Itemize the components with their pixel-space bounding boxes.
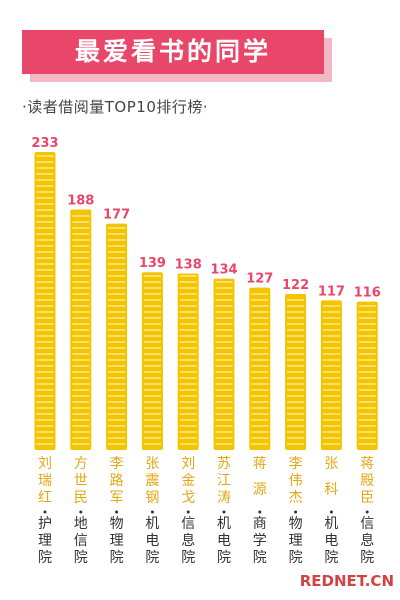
college-name-4: 院 — [145, 550, 159, 566]
student-name-5: 戈 — [181, 490, 195, 506]
college-name-8: 理 — [289, 533, 303, 549]
student-name-2: 民 — [74, 490, 88, 506]
separator-dot — [43, 510, 47, 514]
college-name-4: 机 — [145, 516, 159, 532]
college-name-1: 护 — [38, 516, 52, 532]
college-name-2: 地 — [74, 516, 88, 532]
student-name-7: 源 — [253, 482, 267, 498]
bar-1 — [34, 152, 56, 450]
college-name-9: 机 — [324, 516, 338, 532]
bar-10 — [356, 301, 378, 450]
chart-subtitle: ·读者借阅量TOP10排行榜· — [22, 98, 209, 116]
separator-dot — [365, 510, 369, 514]
college-name-10: 息 — [360, 532, 374, 549]
student-name-3: 路 — [110, 473, 124, 489]
value-label-3: 177 — [103, 208, 130, 223]
college-name-3: 物 — [110, 516, 124, 532]
separator-dot — [258, 510, 262, 514]
college-name-5: 院 — [181, 550, 195, 566]
separator-dot — [294, 510, 298, 514]
value-label-6: 134 — [210, 263, 237, 278]
student-name-5: 刘 — [181, 456, 195, 472]
college-name-9: 电 — [324, 533, 338, 549]
student-name-1: 瑞 — [38, 473, 52, 489]
college-name-2: 信 — [74, 533, 88, 549]
separator-dot — [115, 510, 119, 514]
student-name-4: 张 — [145, 456, 159, 472]
college-name-10: 信 — [360, 516, 374, 532]
value-label-4: 139 — [139, 256, 166, 271]
student-name-6: 苏 — [217, 456, 231, 472]
college-name-6: 电 — [217, 533, 231, 549]
bar-7 — [249, 287, 271, 450]
student-name-7: 蒋 — [253, 456, 267, 472]
student-name-3: 李 — [110, 456, 124, 472]
college-name-2: 院 — [74, 550, 88, 566]
value-label-2: 188 — [67, 194, 94, 209]
college-name-8: 物 — [289, 516, 303, 532]
college-name-8: 院 — [289, 550, 303, 566]
college-name-7: 学 — [253, 533, 267, 549]
college-name-10: 院 — [360, 550, 374, 566]
value-label-7: 127 — [246, 272, 273, 287]
value-label-5: 138 — [175, 258, 202, 273]
college-name-3: 理 — [110, 533, 124, 549]
college-name-1: 理 — [38, 533, 52, 549]
student-name-10: 殿 — [360, 473, 374, 489]
separator-dot — [79, 510, 83, 514]
bar-4 — [141, 272, 163, 450]
separator-dot — [329, 510, 333, 514]
value-label-10: 116 — [354, 286, 381, 301]
college-name-3: 院 — [110, 550, 124, 566]
value-label-8: 122 — [282, 278, 309, 293]
value-label-1: 233 — [31, 136, 58, 151]
page-title: 最爱看书的同学 — [74, 37, 271, 66]
student-name-10: 蒋 — [360, 456, 374, 472]
separator-dot — [222, 510, 226, 514]
student-name-2: 方 — [74, 456, 88, 472]
college-name-7: 院 — [253, 550, 267, 566]
student-name-1: 刘 — [38, 456, 52, 472]
college-name-1: 院 — [38, 550, 52, 566]
student-name-3: 军 — [110, 490, 124, 506]
college-name-7: 商 — [253, 516, 267, 532]
separator-dot — [186, 510, 190, 514]
title-banner — [22, 30, 324, 74]
student-name-8: 李 — [289, 456, 303, 472]
student-name-8: 伟 — [289, 473, 303, 489]
college-name-6: 机 — [217, 516, 231, 532]
college-name-4: 电 — [145, 533, 159, 549]
student-name-8: 杰 — [289, 490, 303, 506]
bar-6 — [213, 278, 235, 450]
college-name-5: 信 — [181, 516, 195, 532]
college-name-5: 息 — [181, 532, 195, 549]
student-name-9: 张 — [324, 456, 338, 472]
bar-3 — [106, 223, 128, 450]
student-name-10: 臣 — [360, 490, 374, 506]
student-name-4: 钢 — [145, 490, 159, 506]
college-name-6: 院 — [217, 550, 231, 566]
student-name-9: 科 — [324, 482, 338, 498]
value-label-9: 117 — [318, 284, 345, 299]
student-name-6: 江 — [217, 473, 231, 489]
student-name-2: 世 — [74, 473, 88, 489]
student-name-1: 红 — [38, 490, 52, 506]
student-name-6: 涛 — [217, 490, 231, 506]
watermark-logo: REDNET.CN — [299, 572, 394, 590]
student-name-4: 震 — [145, 473, 159, 489]
student-name-5: 金 — [181, 473, 195, 489]
bar-9 — [320, 300, 342, 450]
college-name-9: 院 — [324, 550, 338, 566]
separator-dot — [150, 510, 154, 514]
